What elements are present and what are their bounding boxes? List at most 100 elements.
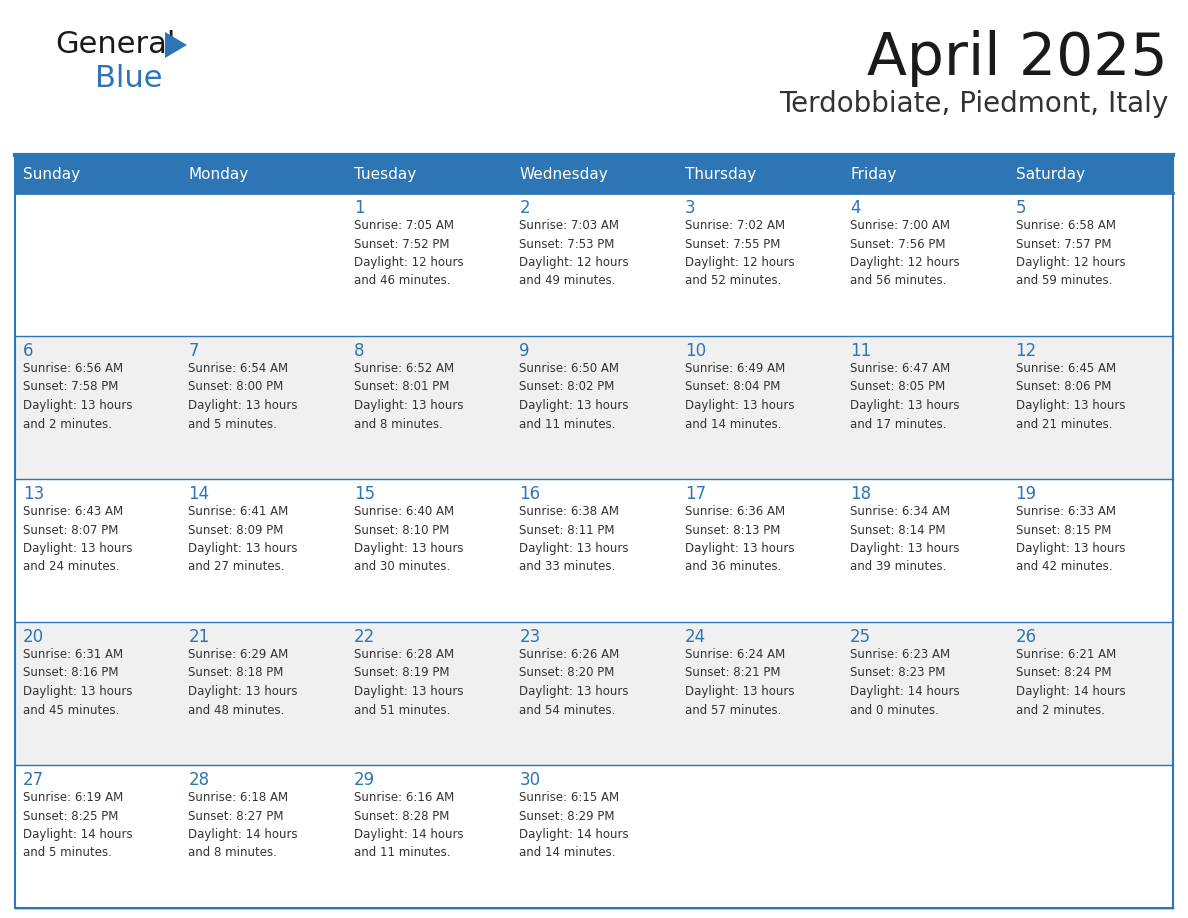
Text: Tuesday: Tuesday [354, 166, 416, 182]
Text: 11: 11 [851, 342, 871, 360]
Text: 28: 28 [189, 771, 209, 789]
Bar [346, 155, 511, 193]
Bar [842, 479, 1007, 622]
Bar [511, 336, 677, 479]
Text: 22: 22 [354, 628, 375, 646]
Text: 16: 16 [519, 485, 541, 503]
Text: Sunrise: 6:15 AM
Sunset: 8:29 PM
Daylight: 14 hours
and 14 minutes.: Sunrise: 6:15 AM Sunset: 8:29 PM Dayligh… [519, 791, 628, 859]
Text: Saturday: Saturday [1016, 166, 1085, 182]
Text: Sunrise: 6:56 AM
Sunset: 7:58 PM
Daylight: 13 hours
and 2 minutes.: Sunrise: 6:56 AM Sunset: 7:58 PM Dayligh… [23, 362, 133, 431]
Text: 10: 10 [684, 342, 706, 360]
Bar [677, 765, 842, 908]
Text: Sunrise: 6:49 AM
Sunset: 8:04 PM
Daylight: 13 hours
and 14 minutes.: Sunrise: 6:49 AM Sunset: 8:04 PM Dayligh… [684, 362, 795, 431]
Bar [15, 155, 1173, 908]
Bar [346, 479, 511, 622]
Text: Sunrise: 6:33 AM
Sunset: 8:15 PM
Daylight: 13 hours
and 42 minutes.: Sunrise: 6:33 AM Sunset: 8:15 PM Dayligh… [1016, 505, 1125, 574]
Bar [15, 193, 181, 336]
Text: Sunrise: 6:23 AM
Sunset: 8:23 PM
Daylight: 14 hours
and 0 minutes.: Sunrise: 6:23 AM Sunset: 8:23 PM Dayligh… [851, 648, 960, 717]
Text: Sunrise: 6:52 AM
Sunset: 8:01 PM
Daylight: 13 hours
and 8 minutes.: Sunrise: 6:52 AM Sunset: 8:01 PM Dayligh… [354, 362, 463, 431]
Text: 5: 5 [1016, 199, 1026, 217]
Text: 13: 13 [23, 485, 44, 503]
Bar [15, 765, 181, 908]
Bar [346, 622, 511, 765]
Text: Sunrise: 7:03 AM
Sunset: 7:53 PM
Daylight: 12 hours
and 49 minutes.: Sunrise: 7:03 AM Sunset: 7:53 PM Dayligh… [519, 219, 628, 287]
Text: 2: 2 [519, 199, 530, 217]
Bar [15, 622, 181, 765]
Bar [15, 336, 181, 479]
Text: Sunrise: 6:24 AM
Sunset: 8:21 PM
Daylight: 13 hours
and 57 minutes.: Sunrise: 6:24 AM Sunset: 8:21 PM Dayligh… [684, 648, 795, 717]
Bar [181, 765, 346, 908]
Text: Sunrise: 6:29 AM
Sunset: 8:18 PM
Daylight: 13 hours
and 48 minutes.: Sunrise: 6:29 AM Sunset: 8:18 PM Dayligh… [189, 648, 298, 717]
Bar [181, 155, 346, 193]
Text: Sunrise: 6:58 AM
Sunset: 7:57 PM
Daylight: 12 hours
and 59 minutes.: Sunrise: 6:58 AM Sunset: 7:57 PM Dayligh… [1016, 219, 1125, 287]
Bar [1007, 155, 1173, 193]
Text: Sunrise: 6:31 AM
Sunset: 8:16 PM
Daylight: 13 hours
and 45 minutes.: Sunrise: 6:31 AM Sunset: 8:16 PM Dayligh… [23, 648, 133, 717]
Bar [511, 765, 677, 908]
Text: Sunrise: 6:45 AM
Sunset: 8:06 PM
Daylight: 13 hours
and 21 minutes.: Sunrise: 6:45 AM Sunset: 8:06 PM Dayligh… [1016, 362, 1125, 431]
Bar [1007, 622, 1173, 765]
Bar [842, 193, 1007, 336]
Text: 3: 3 [684, 199, 695, 217]
Text: Sunrise: 6:38 AM
Sunset: 8:11 PM
Daylight: 13 hours
and 33 minutes.: Sunrise: 6:38 AM Sunset: 8:11 PM Dayligh… [519, 505, 628, 574]
Text: 12: 12 [1016, 342, 1037, 360]
Text: Friday: Friday [851, 166, 897, 182]
Text: 18: 18 [851, 485, 871, 503]
Text: General: General [55, 30, 176, 59]
Text: Sunday: Sunday [23, 166, 80, 182]
Text: Sunrise: 6:43 AM
Sunset: 8:07 PM
Daylight: 13 hours
and 24 minutes.: Sunrise: 6:43 AM Sunset: 8:07 PM Dayligh… [23, 505, 133, 574]
Text: Sunrise: 6:26 AM
Sunset: 8:20 PM
Daylight: 13 hours
and 54 minutes.: Sunrise: 6:26 AM Sunset: 8:20 PM Dayligh… [519, 648, 628, 717]
Bar [1007, 193, 1173, 336]
Text: Sunrise: 6:40 AM
Sunset: 8:10 PM
Daylight: 13 hours
and 30 minutes.: Sunrise: 6:40 AM Sunset: 8:10 PM Dayligh… [354, 505, 463, 574]
Text: Sunrise: 6:36 AM
Sunset: 8:13 PM
Daylight: 13 hours
and 36 minutes.: Sunrise: 6:36 AM Sunset: 8:13 PM Dayligh… [684, 505, 795, 574]
Text: Sunrise: 6:19 AM
Sunset: 8:25 PM
Daylight: 14 hours
and 5 minutes.: Sunrise: 6:19 AM Sunset: 8:25 PM Dayligh… [23, 791, 133, 859]
Bar [1007, 479, 1173, 622]
Bar [842, 765, 1007, 908]
Bar [1007, 765, 1173, 908]
Text: 30: 30 [519, 771, 541, 789]
Bar [15, 479, 181, 622]
Bar [15, 155, 181, 193]
Text: Sunrise: 7:02 AM
Sunset: 7:55 PM
Daylight: 12 hours
and 52 minutes.: Sunrise: 7:02 AM Sunset: 7:55 PM Dayligh… [684, 219, 795, 287]
Text: Wednesday: Wednesday [519, 166, 608, 182]
Text: Sunrise: 6:16 AM
Sunset: 8:28 PM
Daylight: 14 hours
and 11 minutes.: Sunrise: 6:16 AM Sunset: 8:28 PM Dayligh… [354, 791, 463, 859]
Text: 20: 20 [23, 628, 44, 646]
Text: 29: 29 [354, 771, 375, 789]
Text: 1: 1 [354, 199, 365, 217]
Bar [842, 336, 1007, 479]
Text: Sunrise: 6:54 AM
Sunset: 8:00 PM
Daylight: 13 hours
and 5 minutes.: Sunrise: 6:54 AM Sunset: 8:00 PM Dayligh… [189, 362, 298, 431]
Text: 21: 21 [189, 628, 209, 646]
Bar [181, 193, 346, 336]
Text: Sunrise: 6:21 AM
Sunset: 8:24 PM
Daylight: 14 hours
and 2 minutes.: Sunrise: 6:21 AM Sunset: 8:24 PM Dayligh… [1016, 648, 1125, 717]
Bar [346, 193, 511, 336]
Text: Sunrise: 7:00 AM
Sunset: 7:56 PM
Daylight: 12 hours
and 56 minutes.: Sunrise: 7:00 AM Sunset: 7:56 PM Dayligh… [851, 219, 960, 287]
Text: Sunrise: 7:05 AM
Sunset: 7:52 PM
Daylight: 12 hours
and 46 minutes.: Sunrise: 7:05 AM Sunset: 7:52 PM Dayligh… [354, 219, 463, 287]
Bar [677, 155, 842, 193]
Bar [842, 155, 1007, 193]
Bar [677, 193, 842, 336]
Text: 26: 26 [1016, 628, 1037, 646]
Text: April 2025: April 2025 [867, 30, 1168, 87]
Bar [346, 336, 511, 479]
Text: Sunrise: 6:47 AM
Sunset: 8:05 PM
Daylight: 13 hours
and 17 minutes.: Sunrise: 6:47 AM Sunset: 8:05 PM Dayligh… [851, 362, 960, 431]
Text: Blue: Blue [95, 64, 163, 93]
Bar [511, 193, 677, 336]
Text: 25: 25 [851, 628, 871, 646]
Bar [346, 765, 511, 908]
Text: Sunrise: 6:28 AM
Sunset: 8:19 PM
Daylight: 13 hours
and 51 minutes.: Sunrise: 6:28 AM Sunset: 8:19 PM Dayligh… [354, 648, 463, 717]
Text: 7: 7 [189, 342, 198, 360]
Polygon shape [165, 32, 187, 58]
Text: Sunrise: 6:41 AM
Sunset: 8:09 PM
Daylight: 13 hours
and 27 minutes.: Sunrise: 6:41 AM Sunset: 8:09 PM Dayligh… [189, 505, 298, 574]
Text: 4: 4 [851, 199, 860, 217]
Bar [842, 622, 1007, 765]
Bar [677, 479, 842, 622]
Text: Sunrise: 6:50 AM
Sunset: 8:02 PM
Daylight: 13 hours
and 11 minutes.: Sunrise: 6:50 AM Sunset: 8:02 PM Dayligh… [519, 362, 628, 431]
Bar [511, 479, 677, 622]
Text: 23: 23 [519, 628, 541, 646]
Bar [677, 336, 842, 479]
Text: 24: 24 [684, 628, 706, 646]
Bar [1007, 336, 1173, 479]
Text: Thursday: Thursday [684, 166, 756, 182]
Text: 15: 15 [354, 485, 375, 503]
Text: Sunrise: 6:18 AM
Sunset: 8:27 PM
Daylight: 14 hours
and 8 minutes.: Sunrise: 6:18 AM Sunset: 8:27 PM Dayligh… [189, 791, 298, 859]
Bar [511, 622, 677, 765]
